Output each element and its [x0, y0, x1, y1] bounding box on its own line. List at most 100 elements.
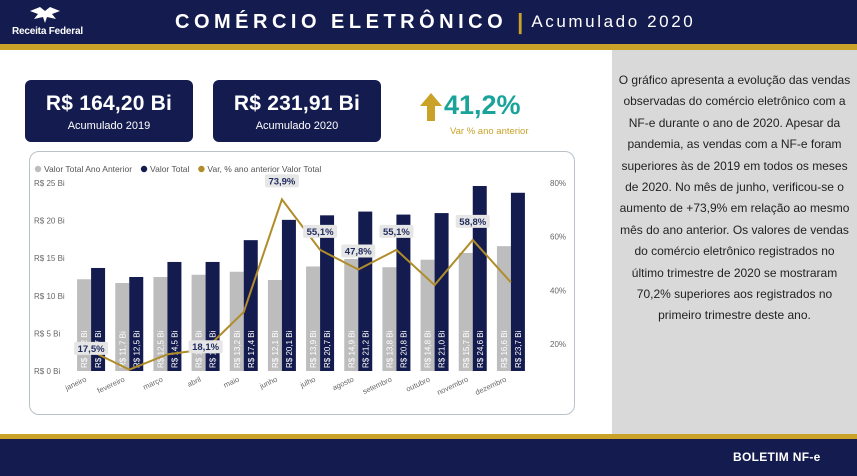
arrow-up-icon [420, 93, 442, 121]
legend-label-1: Valor Total [150, 164, 189, 174]
header-accent-line [0, 44, 857, 50]
eagle-emblem-icon [30, 7, 60, 23]
growth-indicator: 41,2% Var % ano anterior [420, 90, 560, 142]
x-tick-label: março [142, 375, 165, 392]
bar-data-label: R$ 11,7 Bi [118, 331, 127, 368]
bar-data-label: R$ 24,6 Bi [476, 330, 485, 368]
bar-data-label: R$ 21,2 Bi [361, 330, 370, 368]
footer-accent-line [0, 434, 857, 439]
title-separator: | [517, 9, 524, 34]
bar-previous-year [267, 280, 282, 371]
bar-data-label: R$ 12,1 Bi [271, 330, 280, 368]
y-left-tick-label: R$ 25 Bi [34, 179, 65, 188]
x-tick-label: fevereiro [96, 375, 126, 395]
description-text: O gráfico apresenta a evolução das venda… [618, 73, 851, 323]
bar-data-label: R$ 20,8 Bi [399, 330, 408, 368]
bar-data-label: R$ 13,9 Bi [309, 330, 318, 368]
footer-bar [0, 434, 857, 476]
y-right-tick-label: 60% [550, 233, 566, 242]
growth-value: 41,2% [444, 90, 521, 120]
line-data-label-bg [74, 341, 109, 355]
bar-data-label: R$ 23,7 Bi [514, 330, 523, 368]
bar-data-label: R$ 15,7 Bi [462, 330, 471, 368]
bar-previous-year [153, 277, 168, 371]
line-data-label: 17,5% [78, 344, 105, 355]
title-main: COMÉRCIO ELETRÔNICO [175, 10, 508, 33]
x-tick-label: julho [298, 375, 317, 390]
line-data-label: 55,1% [383, 227, 410, 238]
x-tick-label: agosto [331, 375, 355, 393]
growth-label: Var % ano anterior [450, 126, 529, 137]
bar-previous-year [344, 258, 359, 371]
bar-data-label: R$ 20,1 Bi [285, 330, 294, 368]
x-tick-label: maio [222, 375, 241, 390]
card-accumulated-2019: R$ 164,20 Bi Acumulado 2019 [25, 80, 193, 142]
bar-current-year [167, 261, 182, 371]
bar-current-year [243, 240, 258, 371]
y-left-tick-label: R$ 5 Bi [34, 329, 60, 338]
bar-data-label: R$ 20,7 Bi [323, 330, 332, 368]
line-data-label: 18,1% [192, 342, 219, 353]
bar-previous-year [382, 267, 397, 371]
y-left-tick-label: R$ 0 Bi [34, 367, 60, 376]
y-right-tick-label: 20% [550, 340, 566, 349]
x-tick-label: novembro [436, 375, 470, 397]
bar-previous-year [306, 266, 321, 371]
bar-data-label: R$ 13,2 Bi [233, 330, 242, 368]
y-right-tick-label: 40% [550, 286, 566, 295]
line-data-label: 58,8% [459, 217, 486, 228]
bar-current-year [472, 186, 487, 371]
y-left-tick-label: R$ 15 Bi [34, 254, 65, 263]
bar-data-label: R$ 16,6 Bi [500, 330, 509, 368]
card-value: R$ 164,20 Bi [45, 92, 173, 115]
bar-current-year [434, 213, 449, 371]
logo-text: Receita Federal [12, 26, 83, 37]
legend-marker-2 [198, 165, 205, 173]
x-tick-label: abril [186, 375, 203, 389]
card-label: Acumulado 2019 [67, 120, 151, 132]
card-label: Acumulado 2020 [255, 120, 339, 132]
legend-marker-0 [34, 165, 42, 173]
header-bar [0, 0, 857, 44]
line-data-label-bg [379, 224, 414, 238]
bar-data-label: R$ 13,8 Bi [385, 330, 394, 368]
bar-previous-year [458, 252, 473, 371]
bar-data-label: R$ 17,4 Bi [247, 330, 256, 368]
bar-data-label: R$ 14,8 Bi [424, 330, 433, 368]
y-right-tick-label: 80% [550, 179, 566, 188]
legend-label-0: Valor Total Ano Anterior [44, 164, 132, 174]
y-left-tick-label: R$ 20 Bi [34, 217, 65, 226]
description-panel: O gráfico apresenta a evolução das venda… [612, 50, 857, 434]
bar-data-label: R$ 14,5 Bi [170, 330, 179, 368]
bar-data-label: R$ 14,9 Bi [347, 330, 356, 368]
line-data-label: 47,8% [345, 246, 372, 257]
line-data-label: 73,9% [268, 176, 295, 187]
bar-data-label: R$ 12,5 Bi [132, 330, 141, 368]
card-value: R$ 231,91 Bi [233, 92, 361, 115]
line-data-label-bg [341, 244, 376, 258]
line-series-variation [90, 197, 512, 371]
footer-title: BOLETIM NF-e [733, 450, 821, 464]
page-title: COMÉRCIO ELETRÔNICO | Acumulado 2020 [175, 8, 695, 36]
legend-marker-1 [140, 165, 148, 173]
x-tick-label: outubro [405, 375, 432, 394]
title-subtitle: Acumulado 2020 [531, 12, 696, 31]
line-data-label-bg [303, 224, 338, 238]
chart-container: Valor Total Ano Anterior Valor Total Var, … [29, 151, 575, 415]
legend-label-2: Var, % ano anterior Valor Total [207, 164, 321, 174]
x-tick-label: setembro [361, 375, 393, 396]
bar-current-year [510, 192, 525, 371]
bar-current-year [129, 277, 144, 371]
receita-federal-logo: Receita Federal [12, 5, 83, 39]
line-data-label-bg [455, 214, 490, 228]
bar-data-label: R$ 12,5 Bi [156, 330, 165, 368]
bar-data-label: R$ 21,0 Bi [438, 330, 447, 368]
x-tick-label: janeiro [63, 375, 88, 393]
line-data-label: 55,1% [307, 227, 334, 238]
bar-previous-year [115, 283, 130, 371]
card-accumulated-2020: R$ 231,91 Bi Acumulado 2020 [213, 80, 381, 142]
sales-chart: Valor Total Ano Anterior Valor Total Var, … [34, 164, 566, 397]
bar-previous-year [229, 271, 244, 371]
y-left-tick-label: R$ 10 Bi [34, 292, 65, 301]
x-tick-label: junho [257, 375, 278, 391]
